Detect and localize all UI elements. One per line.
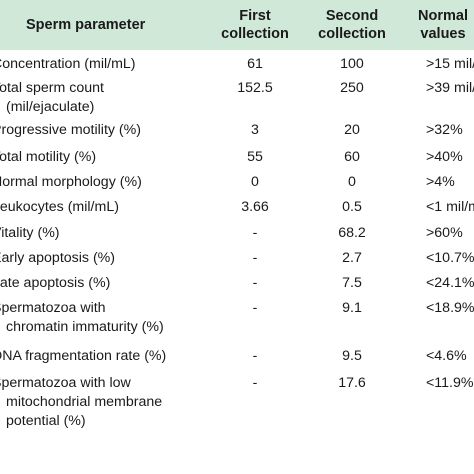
header-second-line2: collection bbox=[318, 26, 386, 42]
sperm-parameter-table: Sperm parameter First collection Second … bbox=[0, 0, 474, 438]
row-param-line: DNA fragmentation rate (%) bbox=[0, 348, 167, 364]
row-param: Spermatozoa with chromatin immaturity (%) bbox=[0, 299, 214, 347]
row-param-line: potential (%) bbox=[6, 413, 86, 429]
row-param-line: Total motility (%) bbox=[0, 149, 97, 165]
row-param-line: Vitality (%) bbox=[0, 225, 60, 241]
row-second-value: 9.5 bbox=[342, 348, 362, 364]
table-row: Concentration (mil/mL) 61 100 >15 mil/mL bbox=[0, 50, 474, 79]
row-normal-value: <4.6% bbox=[426, 348, 467, 364]
row-param-line: Spermatozoa with bbox=[0, 300, 106, 316]
row-first-value: - bbox=[252, 348, 258, 364]
table-row: Early apoptosis (%) - 2.7 <10.7% bbox=[0, 249, 474, 274]
table-row: Spermatozoa with chromatin immaturity (%)… bbox=[0, 299, 474, 347]
row-param-line: chromatin immaturity (%) bbox=[6, 319, 164, 335]
row-param: Early apoptosis (%) bbox=[0, 249, 214, 274]
row-param-line: Leukocytes (mil/mL) bbox=[0, 199, 119, 215]
row-second-value: 9.1 bbox=[342, 300, 362, 316]
header-row: Sperm parameter First collection Second … bbox=[0, 0, 474, 50]
row-normal-value: <11.9% bbox=[426, 375, 474, 391]
row-first-value: - bbox=[252, 250, 258, 266]
header-first-collection: First collection bbox=[214, 0, 296, 50]
row-first-value: 61 bbox=[247, 56, 263, 72]
row-param-line: Spermatozoa with low bbox=[0, 375, 131, 391]
row-normal-value: <1 mil/mL bbox=[426, 199, 474, 215]
row-param: Leukocytes (mil/mL) bbox=[0, 198, 214, 224]
row-param-line: Concentration (mil/mL) bbox=[0, 56, 136, 72]
row-param: Total motility (%) bbox=[0, 148, 214, 173]
row-second-value: 20 bbox=[344, 122, 360, 138]
row-second-value: 2.7 bbox=[342, 250, 362, 266]
row-param: DNA fragmentation rate (%) bbox=[0, 347, 214, 374]
row-param-line: Normal morphology (%) bbox=[0, 174, 142, 190]
table-row: Spermatozoa with low mitochondrial membra… bbox=[0, 374, 474, 438]
row-first-value: - bbox=[252, 300, 258, 316]
header-normal-line1: Normal bbox=[418, 8, 468, 24]
table-row: DNA fragmentation rate (%) - 9.5 <4.6% bbox=[0, 347, 474, 374]
row-param: Progressive motility (%) bbox=[0, 121, 214, 148]
row-first-value: 152.5 bbox=[237, 80, 273, 96]
row-second-value: 68.2 bbox=[338, 225, 366, 241]
row-param: Normal morphology (%) bbox=[0, 173, 214, 198]
row-normal-value: >15 mil/mL bbox=[426, 56, 474, 72]
row-second-value: 250 bbox=[340, 80, 364, 96]
row-normal-value: <10.7% bbox=[426, 250, 474, 266]
row-first-value: 0 bbox=[251, 174, 259, 190]
table-row: Leukocytes (mil/mL) 3.66 0.5 <1 mil/mL bbox=[0, 198, 474, 224]
table-body: Concentration (mil/mL) 61 100 >15 mil/mL… bbox=[0, 50, 474, 438]
row-param: Spermatozoa with low mitochondrial membra… bbox=[0, 374, 214, 438]
table-header: Sperm parameter First collection Second … bbox=[0, 0, 474, 50]
row-second-value: 0.5 bbox=[342, 199, 362, 215]
row-normal-value: <18.9% bbox=[426, 300, 474, 316]
header-normal-values: Normal values bbox=[408, 0, 474, 50]
row-param-line: mitochondrial membrane bbox=[6, 394, 163, 410]
header-normal-line2: values bbox=[420, 26, 466, 42]
row-normal-value: >39 mil/ejaculate bbox=[426, 80, 474, 96]
table-row: Vitality (%) - 68.2 >60% bbox=[0, 224, 474, 249]
row-param-line: (mil/ejaculate) bbox=[6, 99, 95, 115]
row-second-value: 17.6 bbox=[338, 375, 366, 391]
row-first-value: 3.66 bbox=[241, 199, 269, 215]
header-first-line2: collection bbox=[221, 26, 289, 42]
row-first-value: - bbox=[252, 225, 258, 241]
header-sperm-parameter: Sperm parameter bbox=[26, 17, 146, 33]
row-param: Late apoptosis (%) bbox=[0, 274, 214, 299]
row-param-line: Late apoptosis (%) bbox=[0, 275, 111, 291]
row-normal-value: >4% bbox=[426, 174, 455, 190]
table-row: Normal morphology (%) 0 0 >4% bbox=[0, 173, 474, 198]
row-normal-value: <24.1% bbox=[426, 275, 474, 291]
row-second-value: 60 bbox=[344, 149, 360, 165]
header-first-line1: First bbox=[239, 8, 271, 24]
row-first-value: 3 bbox=[251, 122, 259, 138]
row-first-value: - bbox=[252, 275, 258, 291]
row-second-value: 100 bbox=[340, 56, 364, 72]
row-param: Concentration (mil/mL) bbox=[0, 50, 214, 79]
row-param-line: Total sperm count bbox=[0, 80, 104, 96]
header-second-collection: Second collection bbox=[296, 0, 408, 50]
row-second-value: 0 bbox=[348, 174, 356, 190]
row-param: Total sperm count (mil/ejaculate) bbox=[0, 79, 214, 121]
table-row: Total motility (%) 55 60 >40% bbox=[0, 148, 474, 173]
row-normal-value: >60% bbox=[426, 225, 463, 241]
row-param-line: Progressive motility (%) bbox=[0, 122, 141, 138]
table-row: Late apoptosis (%) - 7.5 <24.1% bbox=[0, 274, 474, 299]
row-normal-value: >32% bbox=[426, 122, 463, 138]
row-param: Vitality (%) bbox=[0, 224, 214, 249]
row-second-value: 7.5 bbox=[342, 275, 362, 291]
row-param-line: Early apoptosis (%) bbox=[0, 250, 116, 266]
row-normal-value: >40% bbox=[426, 149, 463, 165]
row-first-value: 55 bbox=[247, 149, 263, 165]
table-row: Total sperm count (mil/ejaculate) 152.5 2… bbox=[0, 79, 474, 121]
row-first-value: - bbox=[252, 375, 258, 391]
header-second-line1: Second bbox=[325, 8, 379, 24]
table-row: Progressive motility (%) 3 20 >32% bbox=[0, 121, 474, 148]
